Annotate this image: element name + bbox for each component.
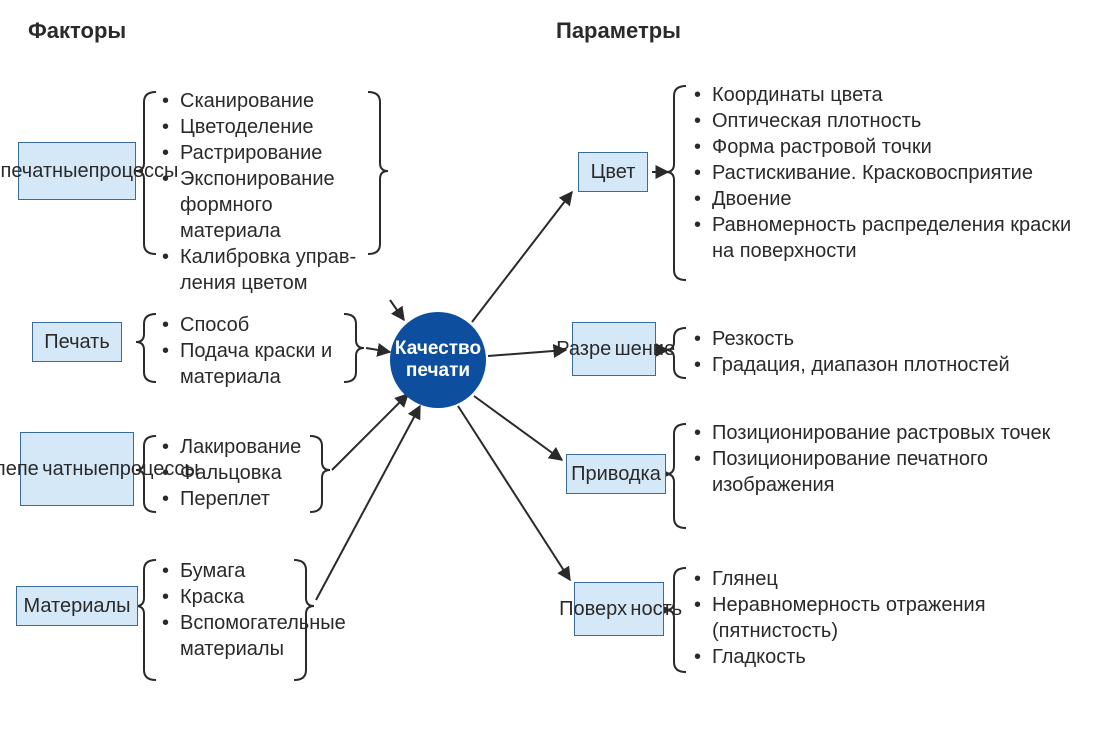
prepress-items: СканированиеЦветоделениеРастрированиеЭкс… [162,88,372,296]
print-item: Подача краски и материала [162,338,372,390]
color-box: Цвет [578,152,648,192]
resolution-box: Разре­шение [572,322,656,376]
register-item: Позиционирование растровых точек [694,420,1074,446]
prepress-item: Растрирование [162,140,372,166]
register-item: Позиционирование печатного изображения [694,446,1074,498]
color-item: Оптическая плотность [694,108,1074,134]
prepress-item: Экспонирование формного материала [162,166,372,244]
prepress-item: Сканирование [162,88,372,114]
left-header: Факторы [28,18,126,44]
print-items: СпособПодача краски и материала [162,312,372,390]
materials-item: Вспомога­тельные материалы [162,610,372,662]
surface-item: Глянец [694,566,1074,592]
postpress-box: Послепе­чатныепроцессы [20,432,134,506]
color-item: Форма растровой точки [694,134,1074,160]
center-node: Качество печати [390,312,486,408]
surface-box: Поверх­ность [574,582,664,636]
surface-item: Гладкость [694,644,1074,670]
prepress-item: Калибровка управ­ления цветом [162,244,372,296]
postpress-item: Фальцовка [162,460,301,486]
color-item: Двоение [694,186,1074,212]
resolution-item: Градация, диапазон плотностей [694,352,1010,378]
prepress-item: Цветоделение [162,114,372,140]
register-items: Позиционирование растровых точекПозицион… [694,420,1074,498]
surface-item: Неравномерность отражения (пятнистость) [694,592,1074,644]
color-item: Координаты цвета [694,82,1074,108]
register-box: Приводка [566,454,666,494]
materials-item: Краска [162,584,372,610]
print-box: Печать [32,322,122,362]
color-items: Координаты цветаОптическая плотностьФорм… [694,82,1074,264]
prepress-box: Допечатныепроцессы [18,142,136,200]
materials-item: Бумага [162,558,372,584]
materials-items: БумагаКраскаВспомога­тельные материалы [162,558,372,662]
resolution-items: РезкостьГрадация, диапазон плотностей [694,326,1010,378]
postpress-item: Лакирование [162,434,301,460]
postpress-item: Переплет [162,486,301,512]
postpress-items: ЛакированиеФальцовкаПереплет [162,434,301,512]
materials-box: Материалы [16,586,138,626]
print-item: Способ [162,312,372,338]
right-header: Параметры [556,18,681,44]
surface-items: ГлянецНеравномерность отражения (пятнист… [694,566,1074,670]
resolution-item: Резкость [694,326,1010,352]
color-item: Равномерность распределения краски на по… [694,212,1074,264]
color-item: Растискивание. Красковосприятие [694,160,1074,186]
